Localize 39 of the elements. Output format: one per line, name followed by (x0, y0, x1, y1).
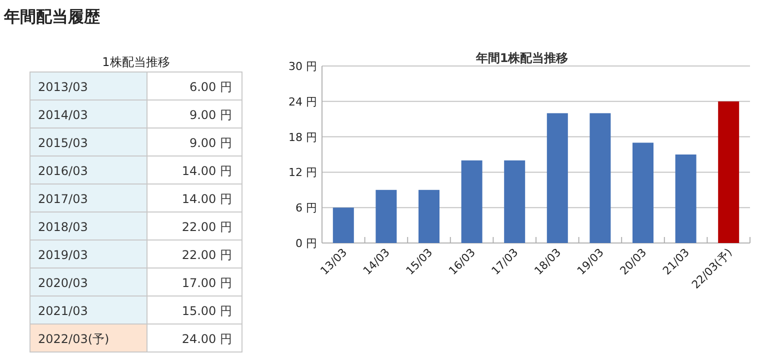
text: 2017/03 (38, 192, 88, 206)
text: 2016/03 (38, 164, 88, 178)
bar (590, 113, 611, 243)
bar (546, 113, 568, 243)
text: 6.00 円 (189, 80, 232, 94)
text: 2015/03 (38, 136, 88, 150)
text: 22.00 円 (182, 248, 232, 262)
text: 2013/03 (38, 80, 88, 94)
text: 17.00 円 (182, 276, 232, 290)
text: 22.00 円 (182, 220, 232, 234)
text: 2019/03 (38, 248, 88, 262)
text: 2018/03 (38, 220, 88, 234)
text: 1株配当推移 (102, 55, 170, 69)
text: 2022/03(予) (38, 332, 110, 346)
text: 2021/03 (38, 304, 88, 318)
y-tick-label: 0 円 (296, 237, 317, 250)
text: 9.00 円 (189, 136, 232, 150)
bar (504, 160, 526, 243)
text: 9.00 円 (189, 108, 232, 122)
text: 14.00 円 (182, 192, 232, 206)
text: 年間配当履歴 (3, 7, 100, 26)
bar (376, 190, 397, 243)
text: 24.00 円 (182, 332, 232, 346)
bar (461, 160, 482, 243)
bar (718, 101, 740, 243)
bar (675, 154, 696, 243)
text: 15.00 円 (182, 304, 232, 318)
bar (418, 190, 440, 243)
chart-title: 年間1株配当推移 (474, 51, 568, 65)
bar (632, 142, 654, 243)
text: 2014/03 (38, 108, 88, 122)
y-tick-label: 18 円 (288, 130, 317, 144)
y-tick-label: 24 円 (288, 95, 317, 108)
text: 14.00 円 (182, 164, 232, 178)
y-tick-label: 30 円 (288, 60, 317, 73)
text: 2020/03 (38, 276, 88, 290)
y-tick-label: 6 円 (296, 202, 317, 215)
y-tick-label: 12 円 (288, 166, 317, 180)
bar (332, 208, 354, 243)
